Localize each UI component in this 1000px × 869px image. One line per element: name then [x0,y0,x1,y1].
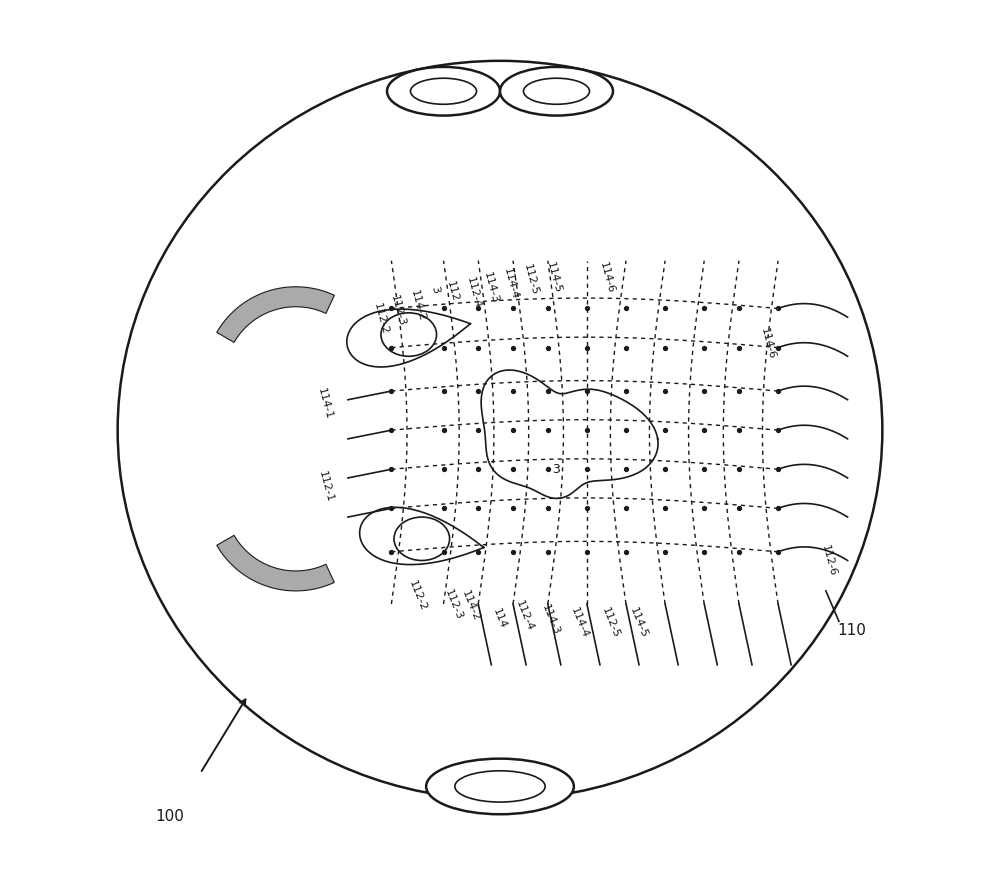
Text: 114-3: 114-3 [482,271,500,305]
Text: 112-3: 112-3 [443,587,465,621]
Polygon shape [217,287,334,342]
Text: 114-5: 114-5 [545,261,563,295]
Ellipse shape [426,759,574,814]
Ellipse shape [118,61,882,799]
Text: 112-2: 112-2 [407,579,428,613]
Text: 114: 114 [491,607,509,630]
Text: 3: 3 [429,285,441,295]
Text: 112: 112 [445,280,460,302]
Ellipse shape [500,67,613,116]
Text: 112-5: 112-5 [522,263,540,297]
Polygon shape [217,535,334,591]
Text: 112-1: 112-1 [317,470,335,503]
Text: 114-2: 114-2 [408,289,426,322]
Text: 114-5: 114-5 [628,606,650,640]
Text: 114-2: 114-2 [460,589,481,623]
Text: 3: 3 [553,463,560,475]
Ellipse shape [387,67,500,116]
Text: 112-4: 112-4 [514,599,535,633]
Text: 114-1: 114-1 [315,388,333,421]
Text: 112-5: 112-5 [600,606,621,640]
Text: 112-3: 112-3 [389,294,407,328]
Text: 114-3: 114-3 [540,602,561,636]
Text: 100: 100 [155,809,184,825]
Text: 110: 110 [838,622,866,638]
Text: 112-2: 112-2 [372,302,390,335]
Text: 114-4: 114-4 [502,267,520,301]
Text: 112-6: 112-6 [819,544,837,577]
Text: 114-6: 114-6 [598,261,616,295]
Text: 112-4: 112-4 [465,276,483,310]
Text: 114-4: 114-4 [569,606,591,640]
Text: 114-6: 114-6 [759,327,777,360]
